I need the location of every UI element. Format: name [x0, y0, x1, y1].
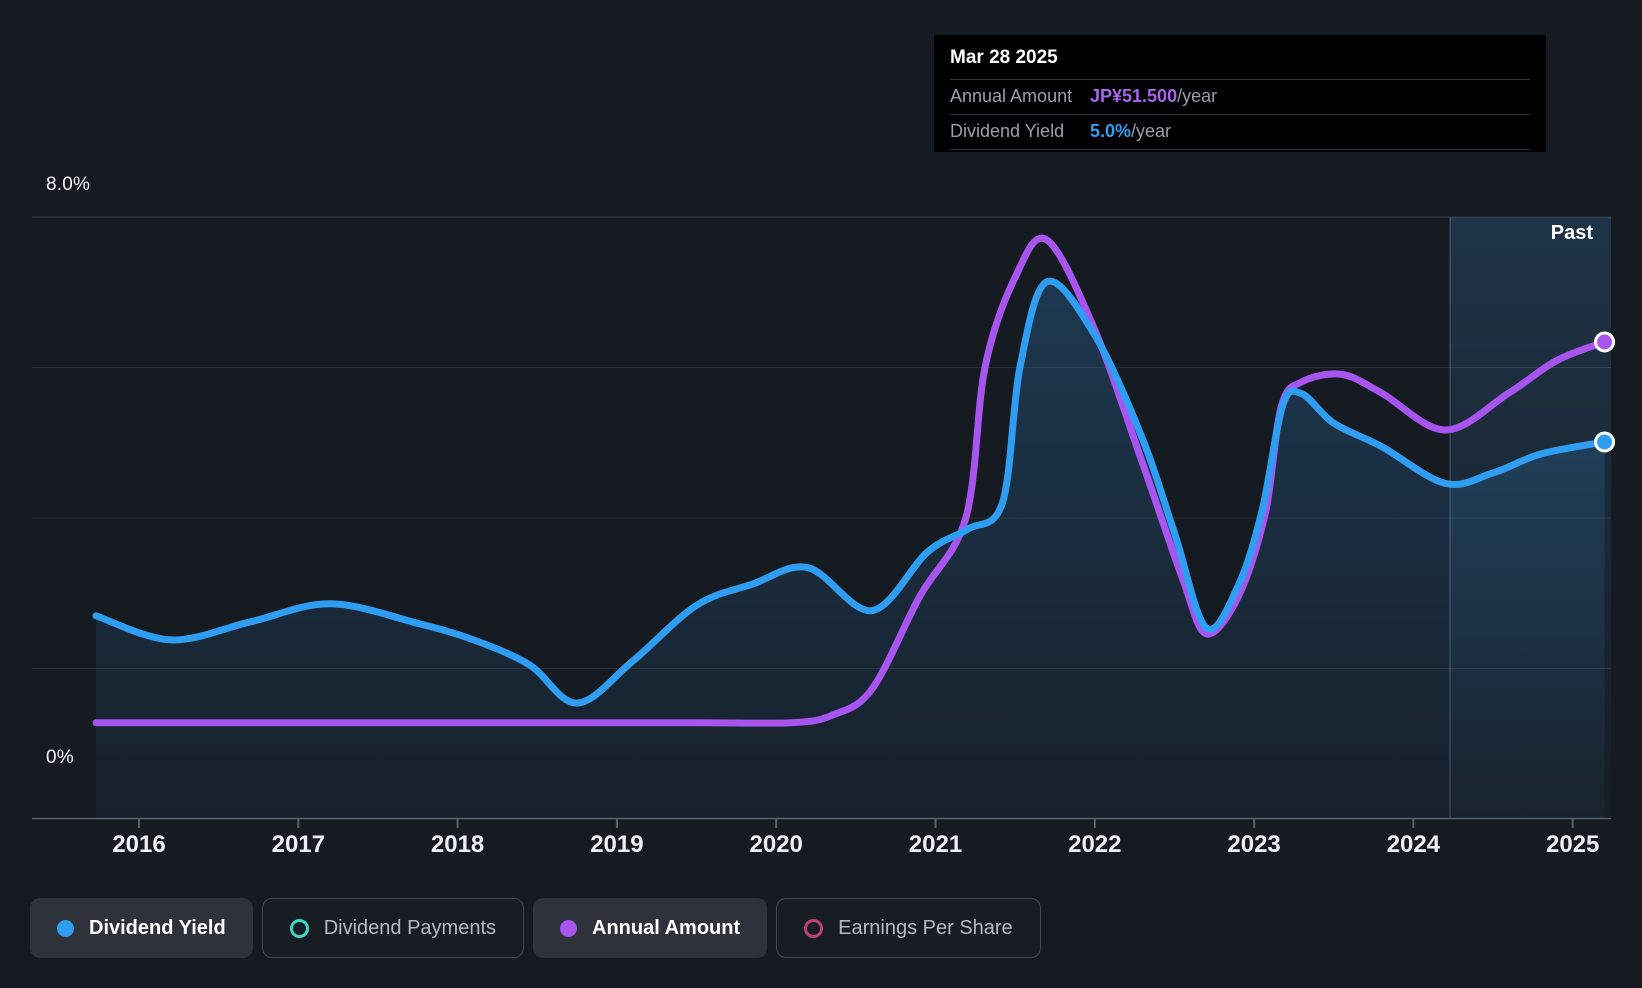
- dividend-yield-endpoint-dot: [1594, 431, 1616, 453]
- legend-item-label: Dividend Yield: [89, 916, 226, 939]
- legend-item-dividend-yield[interactable]: Dividend Yield: [30, 898, 253, 958]
- tooltip-date: Mar 28 2025: [950, 47, 1058, 68]
- legend-item-annual-amount[interactable]: Annual Amount: [533, 898, 768, 958]
- legend-item-label: Annual Amount: [592, 916, 741, 939]
- x-axis-label-2016: 2016: [112, 831, 166, 858]
- legend-item-dividend-payments[interactable]: Dividend Payments: [261, 898, 525, 958]
- x-axis-label-2022: 2022: [1068, 831, 1122, 858]
- legend-item-label: Earnings Per Share: [838, 916, 1013, 939]
- tooltip-row-annual-amount: Annual Amount JP¥51.500/year: [950, 79, 1530, 114]
- tooltip-dividend-yield-label: Dividend Yield: [950, 121, 1065, 141]
- x-axis-label-2024: 2024: [1386, 831, 1441, 858]
- dividend-yield-line: [92, 277, 1609, 707]
- x-axis-label-2023: 2023: [1227, 831, 1281, 858]
- chart-tooltip: Mar 28 2025 Annual Amount JP¥51.500/year…: [934, 35, 1546, 152]
- dividend-payments-ring-icon: [289, 918, 309, 938]
- tooltip-row-1-value: 5.0%: [1090, 121, 1132, 141]
- dividend-yield-dot-icon: [57, 919, 74, 937]
- x-axis-label-2018: 2018: [430, 831, 485, 858]
- x-axis-label-2019: 2019: [590, 831, 644, 858]
- y-axis-zero-label: 0%: [46, 747, 74, 768]
- past-region-label: Past: [1550, 222, 1593, 244]
- y-axis-max-label: 8.0%: [46, 174, 91, 195]
- tooltip-row-1-suffix: /year: [1131, 121, 1172, 141]
- x-axis-label-2020: 2020: [749, 831, 803, 858]
- x-axis-label-2021: 2021: [908, 831, 963, 858]
- earnings-per-share-ring-icon: [804, 918, 824, 938]
- tooltip-row-dividend-yield: Dividend Yield 5.0%/year: [950, 114, 1530, 150]
- x-axis-year-labels: 2016 2017 2018 2019 2020 2021 2022 2023 2024 2025: [0, 831, 1642, 865]
- x-axis-label-2025: 2025: [1545, 831, 1600, 858]
- tooltip-row-0-value: JP¥51.500: [1090, 86, 1178, 106]
- x-axis-label-2017: 2017: [271, 831, 325, 858]
- tooltip-annual-amount-label: Annual Amount: [950, 86, 1073, 106]
- dividend-yield-area: [96, 281, 1605, 819]
- tooltip-row-0-suffix: /year: [1177, 86, 1218, 106]
- legend-item-earnings-per-share[interactable]: Earnings Per Share: [776, 898, 1041, 958]
- legend-item-label: Dividend Payments: [323, 916, 497, 939]
- annual-amount-line: [92, 234, 1609, 727]
- annual-amount-endpoint-dot: [1594, 331, 1616, 353]
- chart-legend: Dividend Yield Dividend Payments Annual Am…: [30, 898, 1041, 958]
- annual-amount-dot-icon: [560, 919, 578, 937]
